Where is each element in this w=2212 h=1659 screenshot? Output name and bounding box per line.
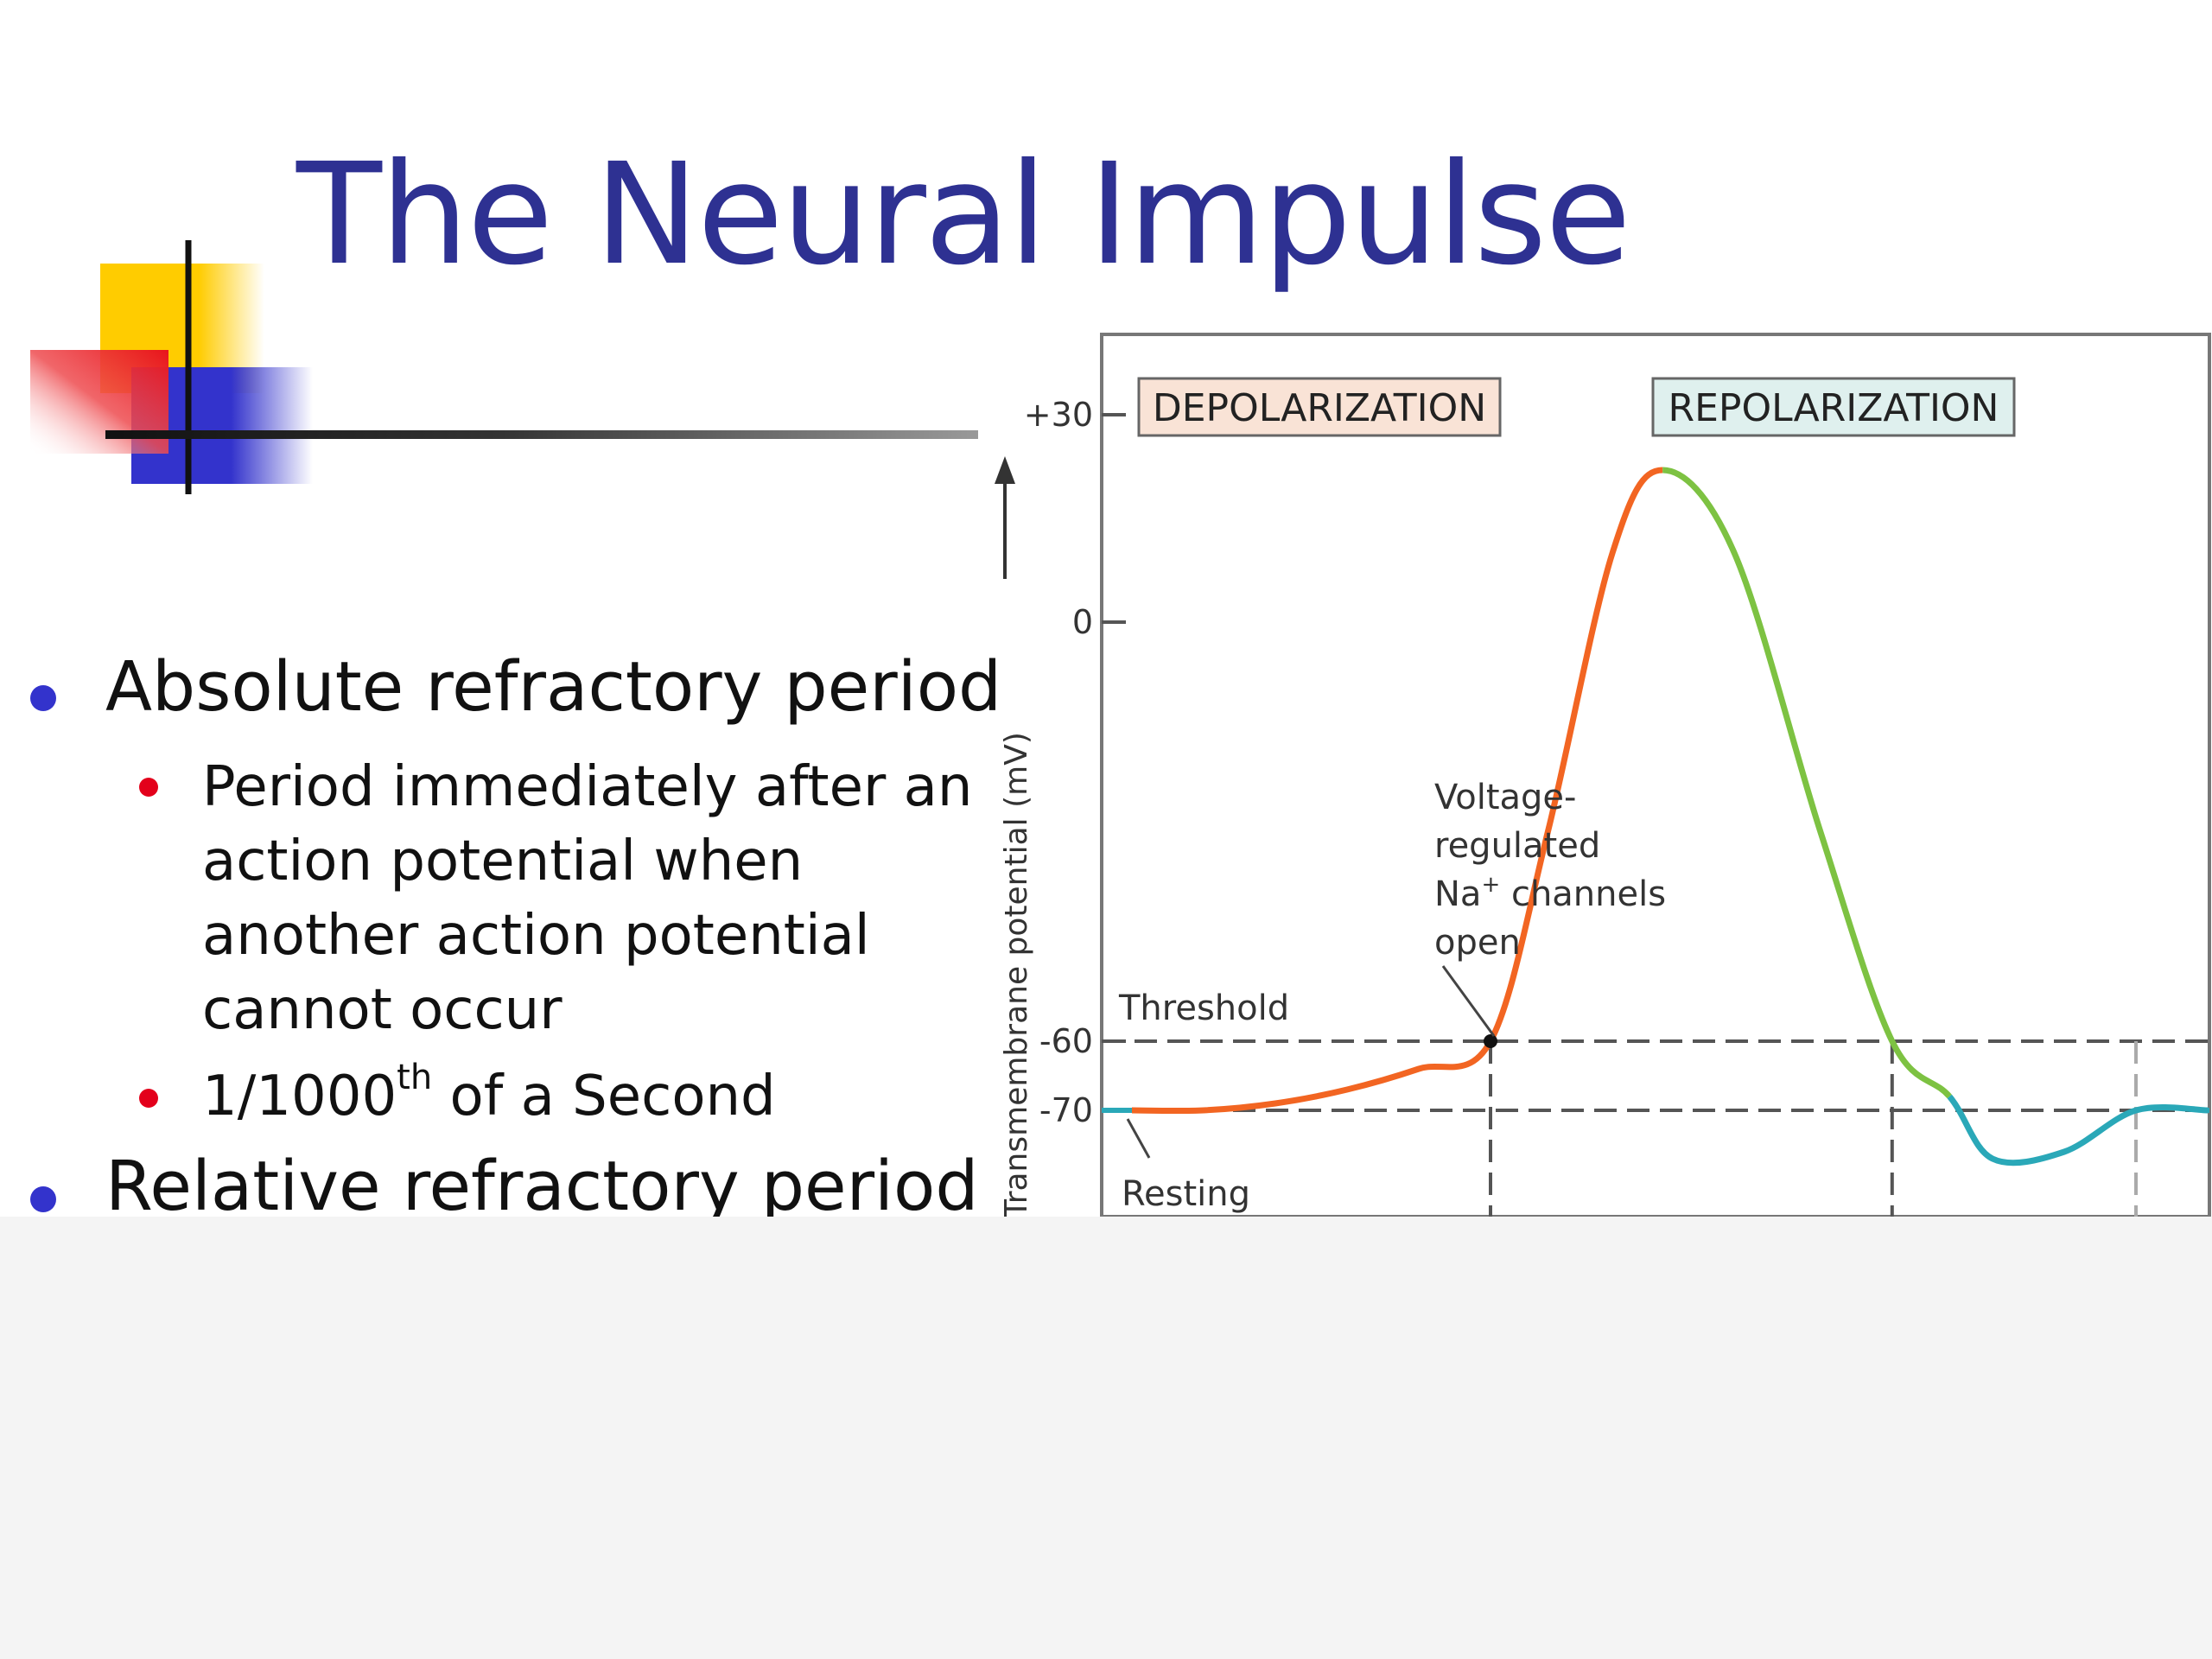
y-tick-label: 0 [1072,603,1093,641]
y-axis-label: Transmembrane potential (mV) [999,732,1034,1217]
sub-bullet-line: action potential when [202,830,804,893]
voltage-annotation-charge: + [1481,872,1500,898]
y-tick-label: -70 [1039,1091,1093,1129]
title-decoration [30,240,978,494]
depolarization-curve [1131,467,1663,1115]
depolarization-box [1137,377,1502,437]
horizontal-rule [105,430,978,439]
voltage-annotation-line: regulated [1434,826,1600,866]
voltage-pointer [1441,965,1496,1037]
duration-value: 1/1000 [202,1065,397,1128]
bullet-dot [30,685,56,711]
bullet-dot [30,1186,56,1212]
action-potential-chart: Transmembrane potential (mV) +30 0 -60 -70 DE… [995,333,2211,1217]
chart-frame [1100,333,2211,1217]
repolarization-box [1651,377,2016,437]
repolarization-label: REPOLARIZATION [1669,386,1999,430]
y-axis-arrow-head [995,456,1015,484]
sub-bullet-line: cannot occur [202,978,563,1042]
sub-bullet-period-text: Period immediately after an action poten… [202,750,972,1047]
sub-bullet-dot [139,778,158,797]
slide-title: The Neural Impulse [296,134,1631,296]
threshold-annotation: Threshold [1118,988,1289,1028]
bullet-absolute-refractory: Absolute refractory period [105,647,1002,727]
y-tick-label: +30 [1024,396,1093,434]
sub-bullet-line: Period immediately after an [202,755,973,819]
depolarization-label: DEPOLARIZATION [1153,386,1486,430]
y-tick-label: -60 [1039,1022,1093,1060]
sub-bullet-duration: 1/1000th of a Second [202,1059,776,1134]
sub-bullet-line: another action potential [202,904,870,968]
threshold-point [1484,1034,1497,1048]
duration-suffix: th [397,1058,433,1097]
voltage-annotation-line: Voltage- [1434,778,1576,817]
voltage-annotation-line: open [1434,923,1521,963]
slide: The Neural Impulse Absolute refractory p… [0,0,2212,1217]
bullet-relative-refractory: Relative refractory period [105,1147,979,1217]
voltage-annotation-channels: channels [1500,874,1666,914]
resting-annotation: Resting [1122,1174,1250,1214]
repolarization-curve [1662,467,1952,1099]
sub-bullet-dot [139,1089,158,1108]
hyperpolarization-curve [1947,1094,2209,1166]
voltage-annotation-ion: Na [1434,874,1481,914]
duration-unit: of a Second [432,1065,776,1128]
resting-pointer [1126,1118,1151,1159]
voltage-annotation-line: Na+ channels [1434,872,1666,914]
